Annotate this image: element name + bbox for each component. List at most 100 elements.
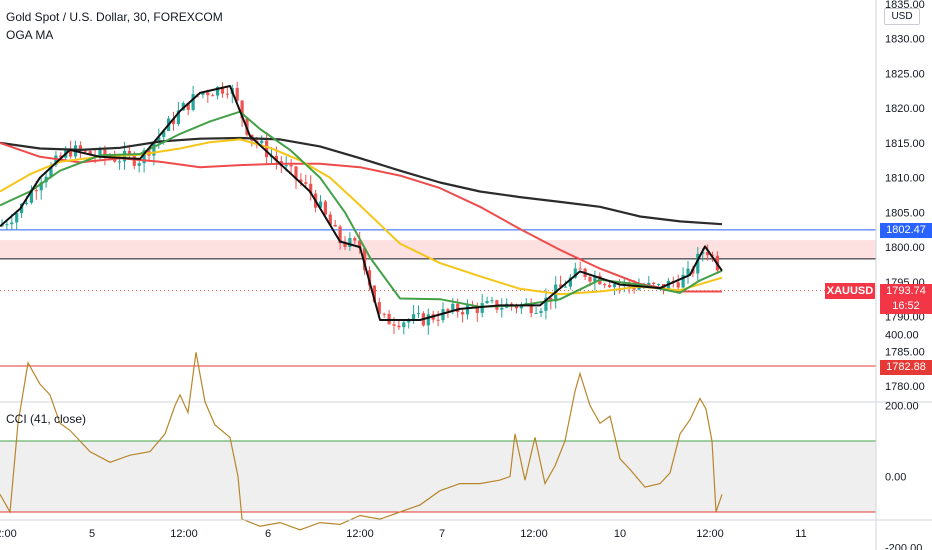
time-tick-label: 12:00	[520, 528, 548, 540]
candle-body	[436, 319, 440, 321]
cci-tick-label: 200.00	[885, 401, 919, 413]
candle-body	[20, 203, 24, 214]
cci-legend[interactable]: CCI (41, close)	[6, 412, 87, 426]
candle-body	[461, 312, 465, 315]
symbol-tag: XAUUSD	[825, 283, 875, 299]
time-tick-label: 5	[89, 528, 95, 540]
candle-body	[98, 149, 102, 158]
cci-pane	[0, 352, 876, 531]
price-level-layer	[0, 229, 876, 367]
price-tick-label: 1830.00	[885, 34, 925, 46]
candle-body	[412, 314, 416, 321]
candle-body	[358, 240, 362, 249]
candle-body	[10, 222, 14, 225]
candle-body	[363, 248, 367, 271]
indicator-legend-oga-ma[interactable]: OGA MA	[6, 28, 54, 42]
candle-body	[54, 155, 58, 165]
candle-body	[299, 179, 303, 183]
candle-body	[323, 201, 327, 215]
moving-averages-layer	[0, 85, 723, 321]
candle-body	[377, 302, 381, 314]
ma-line-0	[0, 136, 723, 226]
candle-body	[265, 140, 269, 158]
candle-body	[318, 201, 323, 208]
price-tick-label: 1820.00	[885, 103, 925, 115]
candle-body	[152, 143, 156, 156]
candle-body	[490, 300, 494, 302]
candle-body	[676, 282, 680, 288]
candle-body	[304, 182, 308, 184]
candle-body	[701, 252, 705, 254]
price-zone-layer	[0, 240, 876, 259]
time-tick-label: 12:00	[346, 528, 374, 540]
candle-body	[563, 286, 568, 288]
candle-body	[568, 277, 572, 287]
candle-body	[681, 274, 685, 288]
price-tick-label: 1780.00	[885, 381, 925, 393]
candle-body	[157, 137, 161, 144]
cci-tick-label: -200.00	[885, 543, 922, 550]
candle-body	[529, 302, 533, 314]
candle-body	[637, 286, 641, 290]
candle-body	[652, 282, 656, 285]
candle-body	[5, 224, 9, 226]
cci-tick-label: 0.00	[885, 472, 906, 484]
candle-body	[186, 102, 190, 110]
candle-body	[338, 226, 342, 244]
time-tick-label: 7	[439, 528, 445, 540]
candle-body	[274, 155, 278, 162]
candle-body	[127, 150, 131, 155]
candle-body	[603, 284, 607, 286]
candle-body	[24, 202, 29, 204]
candle-body	[348, 238, 352, 248]
candle-body	[206, 92, 210, 96]
price-tick-label: 1785.00	[885, 346, 925, 358]
candle-body	[328, 214, 332, 225]
candle-body	[29, 190, 33, 203]
candle-body	[372, 285, 376, 303]
candle-body	[240, 100, 244, 119]
cci-tick-label: 400.00	[885, 330, 919, 342]
price-tick-label: 1790.00	[885, 312, 925, 324]
price-axis[interactable]: 1780.001785.001790.001795.001800.001805.…	[885, 0, 925, 393]
candle-body	[573, 268, 577, 278]
price-tick-label: 1815.00	[885, 138, 925, 150]
candle-body	[113, 158, 117, 162]
price-tick-label: 1835.00	[885, 0, 925, 11]
candle-body	[426, 314, 430, 326]
candle-body	[353, 238, 357, 241]
candle-body	[83, 150, 87, 152]
candle-body	[544, 297, 548, 311]
candle-body	[446, 309, 450, 311]
candle-body	[294, 166, 298, 180]
candle-body	[539, 310, 543, 314]
candle-body	[78, 145, 82, 151]
ma-line-2	[0, 138, 723, 296]
candle-body	[456, 303, 460, 313]
current-price-tag: 1793.74	[880, 284, 932, 299]
candle-body	[657, 284, 661, 286]
price-tick-label: 1810.00	[885, 173, 925, 185]
candle-body	[559, 284, 563, 287]
candle-body	[225, 93, 229, 95]
price-tick-label: 1825.00	[885, 68, 925, 80]
price-tick-label: 1805.00	[885, 207, 925, 219]
cci-line	[0, 352, 723, 531]
candle-body	[235, 88, 239, 101]
price-tick-label: 1800.00	[885, 242, 925, 254]
candle-body	[284, 165, 288, 167]
candle-body	[216, 86, 220, 96]
candle-body	[549, 297, 553, 302]
cci-band	[0, 441, 876, 512]
candle-body	[220, 86, 225, 94]
candle-body	[39, 182, 43, 191]
candle-body	[397, 325, 401, 328]
time-tick-label: 2:00	[0, 528, 17, 540]
resistance-zone	[0, 240, 876, 259]
time-tick-label: 12:00	[696, 528, 724, 540]
currency-button[interactable]: USD	[884, 8, 920, 25]
time-axis[interactable]: 2:00 5 12:00 6 12:00 7 12:00 10 12:00 11	[0, 528, 807, 540]
candle-body	[686, 268, 690, 275]
candle-body	[475, 306, 479, 313]
